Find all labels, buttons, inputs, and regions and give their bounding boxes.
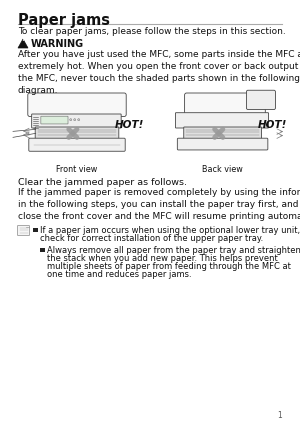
FancyBboxPatch shape bbox=[247, 90, 275, 109]
Text: multiple sheets of paper from feeding through the MFC at: multiple sheets of paper from feeding th… bbox=[47, 262, 291, 271]
FancyBboxPatch shape bbox=[41, 116, 68, 124]
Text: the stack when you add new paper. This helps prevent: the stack when you add new paper. This h… bbox=[47, 254, 278, 263]
Text: one time and reduces paper jams.: one time and reduces paper jams. bbox=[47, 270, 192, 279]
Text: check for correct installation of the upper paper tray.: check for correct installation of the up… bbox=[40, 234, 263, 243]
Text: HOT!: HOT! bbox=[115, 120, 144, 130]
Bar bbox=[40, 248, 44, 252]
Bar bbox=[33, 227, 38, 232]
FancyBboxPatch shape bbox=[32, 114, 121, 128]
Text: WARNING: WARNING bbox=[31, 39, 84, 49]
FancyBboxPatch shape bbox=[184, 127, 261, 140]
Text: HOT!: HOT! bbox=[257, 120, 287, 130]
FancyBboxPatch shape bbox=[176, 113, 268, 128]
Text: Paper jams: Paper jams bbox=[18, 13, 110, 28]
Circle shape bbox=[70, 119, 72, 121]
FancyBboxPatch shape bbox=[28, 93, 126, 116]
FancyBboxPatch shape bbox=[177, 138, 268, 150]
Text: 1: 1 bbox=[277, 411, 282, 420]
Text: Back view: Back view bbox=[202, 165, 242, 174]
Text: If a paper jam occurs when using the optional lower tray unit,: If a paper jam occurs when using the opt… bbox=[40, 226, 300, 235]
Text: !: ! bbox=[22, 37, 24, 42]
FancyBboxPatch shape bbox=[184, 93, 265, 115]
Circle shape bbox=[74, 119, 76, 121]
Polygon shape bbox=[18, 39, 28, 48]
Text: Always remove all paper from the paper tray and straighten: Always remove all paper from the paper t… bbox=[47, 246, 300, 255]
FancyBboxPatch shape bbox=[35, 127, 119, 140]
Text: To clear paper jams, please follow the steps in this section.: To clear paper jams, please follow the s… bbox=[18, 27, 286, 36]
Text: If the jammed paper is removed completely by using the information
in the follow: If the jammed paper is removed completel… bbox=[18, 188, 300, 221]
Text: Clear the jammed paper as follows.: Clear the jammed paper as follows. bbox=[18, 178, 187, 187]
Circle shape bbox=[78, 119, 80, 121]
FancyBboxPatch shape bbox=[17, 225, 29, 236]
Text: Front view: Front view bbox=[56, 165, 98, 174]
FancyBboxPatch shape bbox=[29, 138, 125, 151]
Text: After you have just used the MFC, some parts inside the MFC are
extremely hot. W: After you have just used the MFC, some p… bbox=[18, 50, 300, 95]
